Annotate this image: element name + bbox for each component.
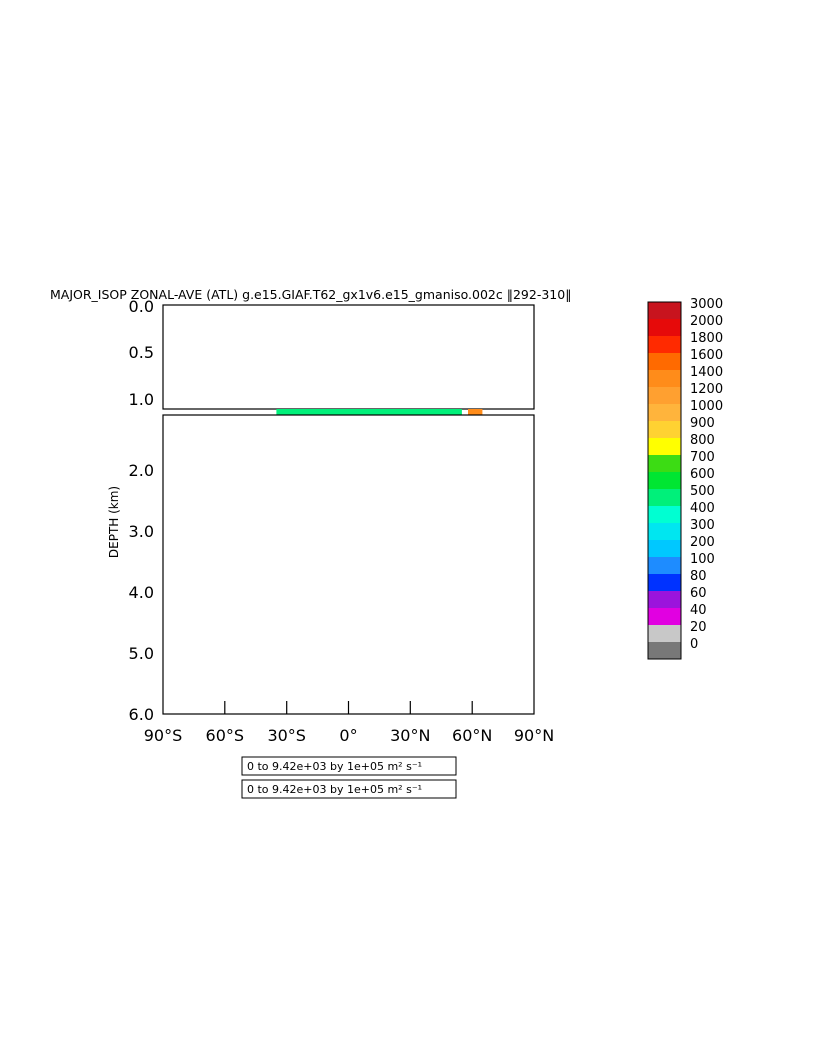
colorbar-swatch [648, 625, 681, 642]
colorbar-swatch [648, 438, 681, 455]
colorbar-swatch [648, 472, 681, 489]
colorbar-swatch [648, 353, 681, 370]
contour-info-text: 0 to 9.42e+03 by 1e+05 m² s⁻¹ [247, 783, 422, 796]
contour-info-box [241, 756, 457, 776]
colorbar-swatch [648, 523, 681, 540]
colorbar-label: 600 [690, 467, 715, 482]
colorbar-label: 200 [690, 535, 715, 550]
colorbar-label: 1800 [690, 331, 723, 346]
colorbar-swatch [648, 302, 681, 319]
colorbar-label: 400 [690, 501, 715, 516]
lower-panel [162, 409, 535, 715]
lower-panel-frame [162, 414, 535, 715]
y-tick-label: 5.0 [129, 644, 154, 663]
x-tick-label: 30°S [267, 726, 306, 745]
colorbar-swatch [648, 421, 681, 438]
colorbar-swatch [648, 642, 681, 659]
contour-info-text: 0 to 9.42e+03 by 1e+05 m² s⁻¹ [247, 760, 422, 773]
colorbar-label: 2000 [690, 314, 723, 329]
y-tick-label: 1.0 [129, 390, 154, 409]
colorbar-label: 60 [690, 586, 707, 601]
chart-title: MAJOR_ISOP ZONAL-AVE (ATL) g.e15.GIAF.T6… [50, 287, 571, 302]
x-tick-label: 60°S [206, 726, 245, 745]
colorbar-label: 20 [690, 620, 707, 635]
colorbar-label: 1200 [690, 382, 723, 397]
y-tick-label: 3.0 [129, 522, 154, 541]
colorbar-legend: 3000200018001600140012001000900800700600… [647, 297, 723, 660]
colorbar-label: 1000 [690, 399, 723, 414]
contour-info: 0 to 9.42e+03 by 1e+05 m² s⁻¹ 0 to 9.42e… [241, 756, 457, 799]
colorbar-label: 500 [690, 484, 715, 499]
upper-panel [162, 304, 535, 410]
colorbar-swatch [648, 540, 681, 557]
y-axis-label: DEPTH (km) [107, 486, 121, 558]
colorbar-label: 700 [690, 450, 715, 465]
colorbar-swatch [648, 489, 681, 506]
colorbar-label: 1400 [690, 365, 723, 380]
x-tick-label: 30°N [390, 726, 430, 745]
colorbar-label: 0 [690, 637, 698, 652]
upper-panel-frame [162, 304, 535, 410]
colorbar-swatch [648, 557, 681, 574]
colorbar-swatch [648, 404, 681, 421]
colorbar-swatch [648, 336, 681, 353]
colorbar-swatch [648, 387, 681, 404]
colorbar-swatch [648, 608, 681, 625]
colorbar-label: 800 [690, 433, 715, 448]
colorbar-swatch [648, 370, 681, 387]
y-tick-label: 0.5 [129, 343, 154, 362]
colorbar-swatch [648, 319, 681, 336]
x-axis: 90°S 60°S 30°S 0° 30°N 60°N 90°N [144, 701, 554, 745]
x-tick-label: 90°N [514, 726, 554, 745]
x-tick-label: 60°N [452, 726, 492, 745]
colorbar-label: 300 [690, 518, 715, 533]
contour-info-box [241, 779, 457, 799]
colorbar-label: 80 [690, 569, 707, 584]
colorbar-label: 40 [690, 603, 707, 618]
x-tick-label: 0° [339, 726, 357, 745]
y-tick-label: 0.0 [129, 297, 154, 316]
colorbar-label: 900 [690, 416, 715, 431]
colorbar-label: 100 [690, 552, 715, 567]
colorbar-frame [647, 301, 682, 660]
colorbar-swatch [648, 506, 681, 523]
y-tick-label: 2.0 [129, 461, 154, 480]
colorbar-label: 1600 [690, 348, 723, 363]
colorbar-swatch [648, 574, 681, 591]
x-tick-label: 90°S [144, 726, 183, 745]
y-axis: 0.0 0.5 1.0 2.0 3.0 4.0 5.0 6.0 [129, 297, 154, 724]
colorbar-label: 3000 [690, 297, 723, 312]
colorbar-swatch [648, 455, 681, 472]
y-tick-label: 6.0 [129, 705, 154, 724]
y-tick-label: 4.0 [129, 583, 154, 602]
colorbar-swatch [648, 591, 681, 608]
